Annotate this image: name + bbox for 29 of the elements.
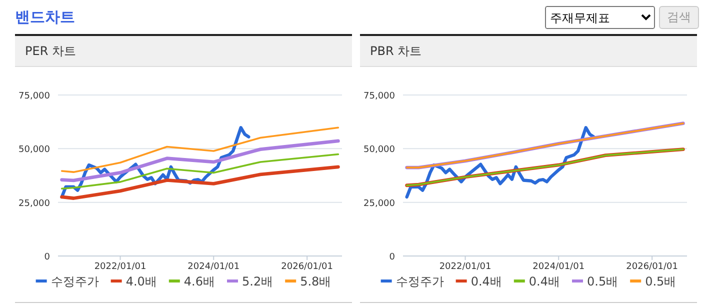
x-tick-label: 2026/01/01 xyxy=(626,262,678,272)
legend-label: 4.6배 xyxy=(184,274,215,288)
legend-label: 5.2배 xyxy=(242,274,274,288)
x-tick-label: 2024/01/01 xyxy=(188,262,240,272)
y-tick-label: 50,000 xyxy=(18,145,50,156)
y-tick-label: 25,000 xyxy=(18,198,50,209)
legend-label: 0.4배 xyxy=(470,274,502,288)
text: 밴드차트 xyxy=(15,8,75,27)
legend-label: 수정주가 xyxy=(50,274,99,288)
legend-label: 0.5배 xyxy=(645,274,676,288)
chart-title: PER 차트 xyxy=(15,36,352,67)
x-tick-label: 2022/01/01 xyxy=(439,262,492,272)
y-tick-label: 0 xyxy=(389,252,396,262)
legend-label: 5.8배 xyxy=(300,274,332,288)
x-tick-label: 2024/01/01 xyxy=(532,262,585,272)
y-tick-label: 0 xyxy=(44,252,50,262)
text: 주재무제표 xyxy=(545,6,655,29)
legend-label: 0.4배 xyxy=(528,274,560,288)
y-tick-label: 25,000 xyxy=(364,198,396,209)
text: 검색 xyxy=(659,6,699,29)
y-tick-label: 75,000 xyxy=(18,92,50,102)
x-tick-label: 2026/01/01 xyxy=(281,262,334,272)
x-tick-label: 2022/01/01 xyxy=(94,262,146,272)
legend-label: 0.5배 xyxy=(587,274,618,288)
chart-title: PBR 차트 xyxy=(360,36,697,67)
legend-label: 수정주가 xyxy=(396,274,444,288)
y-tick-label: 75,000 xyxy=(364,92,396,102)
y-tick-label: 50,000 xyxy=(364,145,396,156)
legend-label: 4.0배 xyxy=(126,274,157,288)
